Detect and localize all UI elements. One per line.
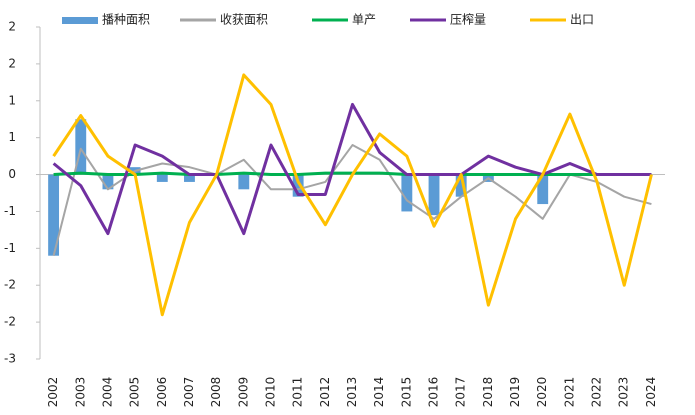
x-tick-label: 2016: [427, 377, 441, 408]
y-tick-label: 0: [8, 167, 16, 181]
x-tick-label: 2006: [155, 377, 169, 408]
bar: [401, 174, 413, 212]
x-tick-label: 2021: [562, 377, 576, 408]
bar: [537, 174, 549, 205]
x-tick-label: 2004: [100, 377, 114, 408]
line: [52, 102, 652, 236]
x-tick-label: 2020: [535, 377, 549, 408]
x-tick-label: 2005: [128, 377, 142, 408]
line: [52, 73, 653, 317]
legend-label: 单产: [352, 13, 376, 27]
bar: [156, 174, 168, 182]
bar: [238, 174, 250, 190]
x-tick-label: 2014: [372, 377, 386, 408]
bar: [75, 119, 87, 175]
bar: [184, 174, 195, 182]
legend-swatch: [62, 17, 98, 24]
bar: [292, 174, 304, 197]
x-tick-label: 2012: [318, 377, 332, 408]
legend-label: 压榨量: [450, 12, 486, 27]
x-tick-label: 2009: [236, 377, 250, 408]
x-tick-label: 2003: [73, 377, 87, 408]
bar: [102, 174, 114, 190]
x-tick-label: 2007: [182, 377, 196, 408]
bar: [48, 174, 60, 256]
x-tick-label: 2023: [617, 377, 631, 408]
x-tick-label: 2019: [508, 377, 522, 408]
bar: [428, 174, 440, 216]
y-tick-label: 2: [8, 56, 16, 70]
y-tick-label: -3: [4, 352, 16, 366]
x-tick-label: 2018: [481, 377, 495, 408]
x-tick-label: 2017: [454, 377, 468, 408]
x-tick-label: 2010: [263, 377, 277, 408]
x-tick-label: 2008: [209, 377, 223, 408]
y-tick-label: -1: [4, 204, 16, 218]
x-tick-label: 2024: [644, 377, 658, 408]
x-tick-label: 2015: [399, 377, 413, 408]
y-tick-label: 1: [8, 93, 16, 107]
y-tick-label: 2: [8, 20, 16, 34]
y-tick-label: -1: [4, 241, 16, 255]
x-tick-label: 2002: [46, 377, 60, 408]
bar: [455, 174, 467, 197]
y-tick-label: 1: [8, 130, 16, 144]
legend-label: 播种面积: [102, 13, 150, 27]
x-tick-label: 2011: [291, 377, 305, 408]
legend-label: 出口: [570, 13, 594, 27]
line: [52, 144, 652, 256]
y-tick-label: -2: [4, 278, 16, 292]
x-tick-label: 2013: [345, 377, 359, 408]
x-tick-label: 2022: [590, 377, 604, 408]
legend-label: 收获面积: [220, 13, 268, 27]
y-tick-label: -2: [4, 315, 16, 329]
